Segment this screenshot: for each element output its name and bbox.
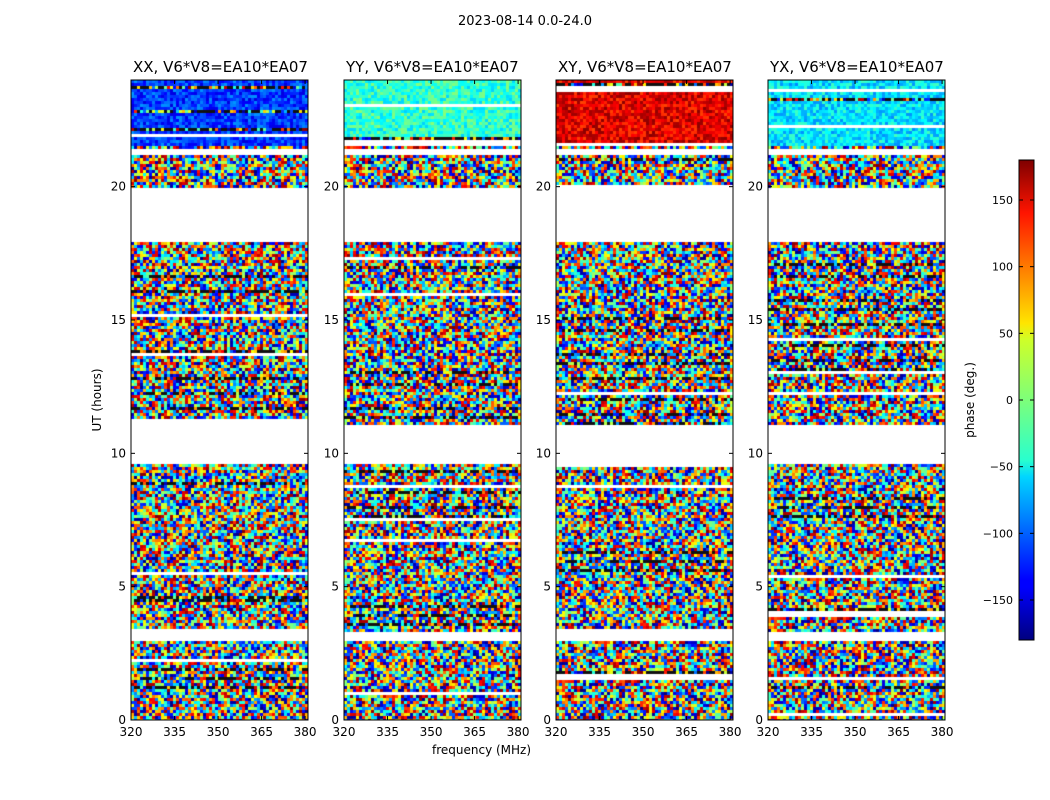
y-tick-label: 10 xyxy=(748,446,763,460)
x-tick-label: 380 xyxy=(294,725,317,739)
y-tick-label: 5 xyxy=(118,580,126,594)
y-tick-label: 0 xyxy=(543,713,551,727)
x-tick-label: 365 xyxy=(250,725,273,739)
x-tick-label: 320 xyxy=(545,725,568,739)
x-tick-label: 350 xyxy=(632,725,655,739)
x-tick-label: 380 xyxy=(931,725,954,739)
heatmap-yy xyxy=(344,80,521,720)
x-tick-label: 335 xyxy=(588,725,611,739)
x-tick-label: 320 xyxy=(120,725,143,739)
heatmap-xy xyxy=(556,80,733,720)
y-axis-label: UT (hours) xyxy=(90,368,104,432)
colorbar-tick-label: −50 xyxy=(990,461,1013,474)
colorbar-tick-label: 0 xyxy=(1006,394,1013,407)
x-tick-label: 350 xyxy=(207,725,230,739)
colorbar: 150 100 50 0 −50 −100 −150 xyxy=(983,159,1035,641)
y-tick-label: 10 xyxy=(111,446,126,460)
x-tick-label: 320 xyxy=(333,725,356,739)
colorbar-tick-label: 150 xyxy=(992,194,1013,207)
y-tick-label: 5 xyxy=(331,580,339,594)
panel-yy: 0 5 10 15 20 320 335 350 365 380 xyxy=(324,79,530,739)
panel-xy: 0 5 10 15 20 320 335 350 365 380 xyxy=(536,79,742,739)
y-tick-label: 10 xyxy=(536,446,551,460)
x-tick-label: 320 xyxy=(757,725,780,739)
x-tick-label: 350 xyxy=(844,725,867,739)
axes-frame-xy xyxy=(555,79,734,721)
panel-xx: 0 5 10 15 20 320 335 350 365 380 xyxy=(111,79,317,739)
figure-title: 2023-08-14 0.0-24.0 xyxy=(458,14,592,29)
colorbar-tick-label: −100 xyxy=(983,527,1013,540)
heatmap-xx xyxy=(131,80,308,720)
y-tick-label: 15 xyxy=(536,313,551,327)
x-tick-label: 335 xyxy=(800,725,823,739)
x-tick-label: 350 xyxy=(420,725,443,739)
y-tick-label: 5 xyxy=(755,580,763,594)
colorbar-label: phase (deg.) xyxy=(963,362,977,438)
panel-yx: 0 5 10 15 20 320 335 350 365 380 xyxy=(748,79,954,739)
x-tick-label: 335 xyxy=(376,725,399,739)
x-tick-label: 365 xyxy=(463,725,486,739)
axes-frame-yy xyxy=(343,79,522,721)
colorbar-tick-label: 50 xyxy=(999,327,1013,340)
y-tick-label: 10 xyxy=(324,446,339,460)
y-tick-label: 20 xyxy=(536,180,551,194)
x-axis-label: frequency (MHz) xyxy=(432,743,532,757)
x-tick-label: 365 xyxy=(675,725,698,739)
y-tick-label: 20 xyxy=(748,180,763,194)
x-tick-label: 380 xyxy=(507,725,530,739)
axes-frame-yx xyxy=(767,79,946,721)
y-tick-label: 15 xyxy=(748,313,763,327)
panel-title-xy: XY, V6*V8=EA10*EA07 xyxy=(558,58,732,76)
axes-frame-xx xyxy=(130,79,309,721)
panel-title-yx: YX, V6*V8=EA10*EA07 xyxy=(770,58,944,76)
x-tick-label: 335 xyxy=(163,725,186,739)
y-tick-label: 5 xyxy=(543,580,551,594)
x-tick-label: 380 xyxy=(719,725,742,739)
y-tick-label: 0 xyxy=(331,713,339,727)
panel-title-yy: YY, V6*V8=EA10*EA07 xyxy=(346,58,519,76)
y-tick-label: 20 xyxy=(111,180,126,194)
heatmap-yx xyxy=(768,80,945,720)
y-tick-label: 0 xyxy=(118,713,126,727)
colorbar-tick-label: −150 xyxy=(983,594,1013,607)
y-tick-label: 15 xyxy=(324,313,339,327)
colorbar-tick-label: 100 xyxy=(992,261,1013,274)
y-tick-label: 20 xyxy=(324,180,339,194)
x-tick-label: 365 xyxy=(887,725,910,739)
y-tick-label: 15 xyxy=(111,313,126,327)
y-tick-label: 0 xyxy=(755,713,763,727)
panel-title-xx: XX, V6*V8=EA10*EA07 xyxy=(133,58,308,76)
